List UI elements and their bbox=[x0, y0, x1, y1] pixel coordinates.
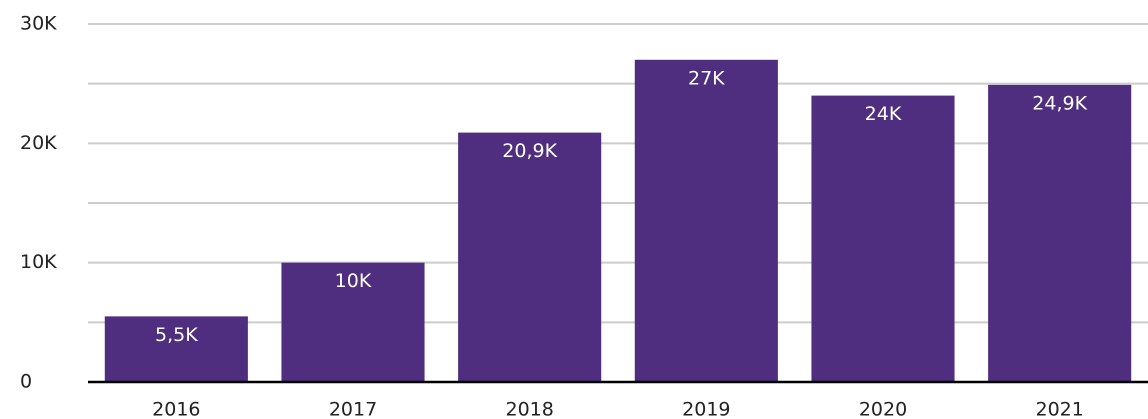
y-tick-label: 30K bbox=[20, 13, 57, 35]
bar bbox=[988, 84, 1132, 383]
bar bbox=[104, 316, 248, 382]
bar bbox=[634, 59, 778, 383]
bar bbox=[811, 95, 955, 382]
bar bbox=[458, 132, 602, 382]
x-tick-label: 2017 bbox=[329, 399, 377, 419]
y-tick-label: 20K bbox=[20, 132, 57, 154]
value-label: 24,9K bbox=[1032, 92, 1087, 114]
x-tick-label: 2019 bbox=[682, 399, 730, 419]
x-tick-label: 2020 bbox=[859, 399, 907, 419]
x-tick-label: 2021 bbox=[1035, 399, 1083, 419]
value-label: 24K bbox=[865, 103, 902, 125]
y-tick-label: 0 bbox=[20, 371, 32, 393]
value-label: 27K bbox=[688, 67, 725, 89]
bar bbox=[281, 262, 425, 382]
x-tick-label: 2016 bbox=[152, 399, 200, 419]
value-label: 5,5K bbox=[155, 324, 198, 346]
y-tick-label: 10K bbox=[20, 251, 57, 273]
x-tick-label: 2018 bbox=[505, 399, 553, 419]
value-label: 10K bbox=[335, 270, 372, 292]
value-label: 20,9K bbox=[502, 140, 557, 162]
